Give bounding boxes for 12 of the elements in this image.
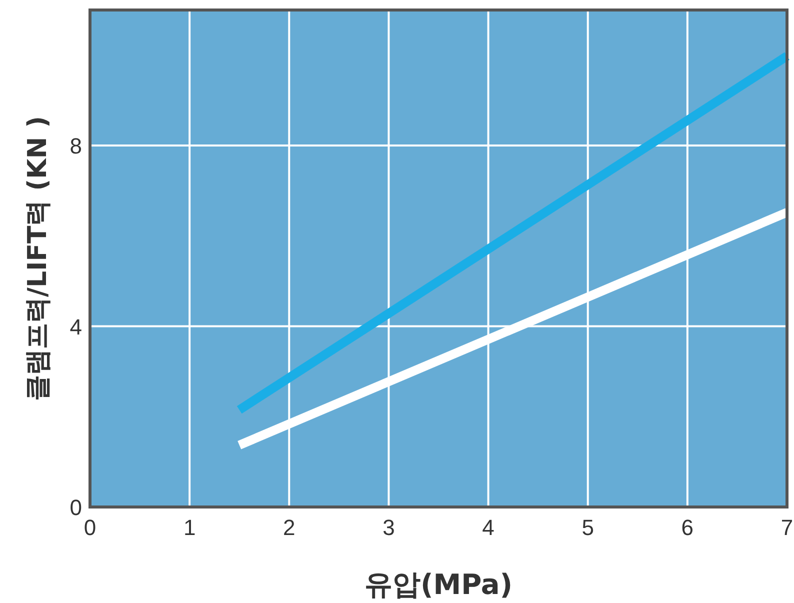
x-axis-title: 유압(MPa) <box>364 568 513 601</box>
x-tick-label: 7 <box>780 515 794 540</box>
x-tick-label: 4 <box>482 515 494 540</box>
x-tick-label: 3 <box>382 515 395 540</box>
x-tick-label: 6 <box>681 515 694 540</box>
y-tick-label: 4 <box>70 314 82 340</box>
y-tick-label: 8 <box>70 134 82 159</box>
y-tick-label: 0 <box>70 495 82 520</box>
x-tick-label: 1 <box>183 515 196 540</box>
x-tick-label: 2 <box>283 515 296 540</box>
x-tick-label: 5 <box>582 515 594 540</box>
y-axis-title: 클램프력/LIFT력 (KN ) <box>23 116 53 402</box>
